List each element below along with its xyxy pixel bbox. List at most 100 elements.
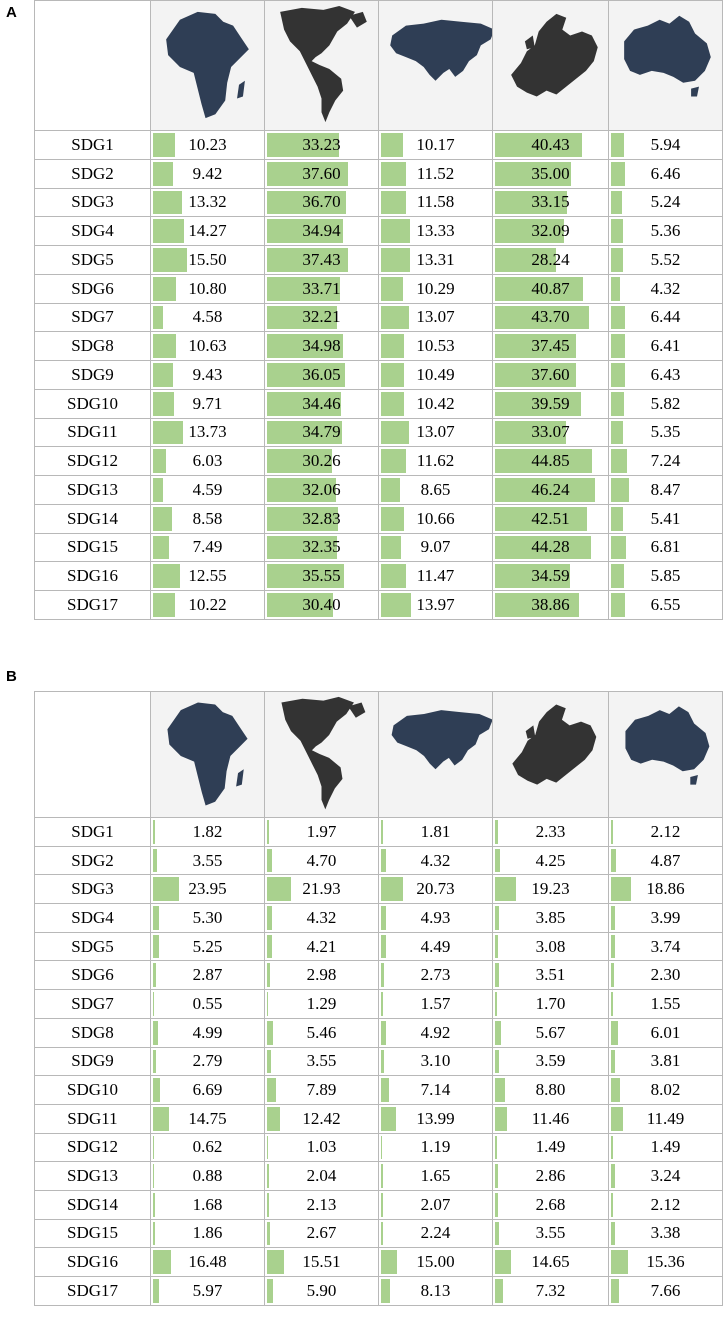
value-bar <box>495 363 577 387</box>
value-label: 4.21 <box>306 936 337 956</box>
value-label: 4.87 <box>650 850 681 870</box>
value-bar <box>495 1279 503 1303</box>
value-bar <box>611 391 624 416</box>
value-bar <box>495 1135 497 1160</box>
europe-map-icon <box>512 703 597 785</box>
value-label: 44.28 <box>531 537 570 557</box>
value-bar <box>495 276 584 301</box>
value-bar <box>611 1020 618 1045</box>
table-row: SDG10 6.69 7.89 7.14 8.80 8.02 <box>34 1075 723 1105</box>
value-cell: 15.36 <box>608 1247 723 1277</box>
row-label: SDG1 <box>34 130 151 160</box>
map-cell <box>608 691 723 818</box>
value-cell: 2.79 <box>150 1046 265 1077</box>
row-label: SDG3 <box>34 187 151 218</box>
value-bar <box>495 1020 502 1045</box>
value-label: 1.65 <box>420 1166 451 1186</box>
value-bar <box>381 564 406 588</box>
value-cell: 1.68 <box>150 1189 265 1220</box>
value-bar <box>381 848 386 873</box>
value-bar <box>267 564 344 588</box>
value-label: 2.30 <box>650 965 681 985</box>
value-label: 2.13 <box>306 1194 337 1214</box>
value-label: 3.24 <box>650 1166 681 1186</box>
value-bar <box>267 1250 284 1274</box>
value-bar <box>495 963 499 988</box>
value-cell: 4.49 <box>378 931 493 962</box>
value-bar <box>381 1135 383 1160</box>
value-bar <box>267 906 272 930</box>
value-label: 5.97 <box>192 1280 223 1300</box>
value-cell: 33.23 <box>264 130 379 160</box>
value-bar <box>267 820 270 844</box>
value-cell: 33.15 <box>492 187 609 218</box>
value-bar <box>495 535 591 560</box>
table-row: SDG17 5.97 5.90 8.13 7.32 7.66 <box>34 1276 723 1306</box>
value-cell: 13.99 <box>378 1103 493 1134</box>
value-cell: 10.29 <box>378 273 493 304</box>
value-label: 20.73 <box>416 879 455 899</box>
value-bar <box>611 478 630 502</box>
value-label: 34.98 <box>302 336 341 356</box>
value-cell: 13.07 <box>378 417 493 448</box>
value-label: 13.73 <box>188 422 227 442</box>
value-label: 37.45 <box>531 336 570 356</box>
value-label: 4.70 <box>306 850 337 870</box>
value-cell: 2.24 <box>378 1218 493 1249</box>
value-bar <box>153 478 163 502</box>
value-bar <box>611 992 613 1016</box>
value-label: 13.07 <box>416 307 455 327</box>
map-cell <box>264 691 379 818</box>
value-bar <box>153 1106 169 1131</box>
value-bar <box>381 248 410 272</box>
value-label: 10.29 <box>416 278 455 298</box>
value-bar <box>381 535 401 560</box>
value-label: 1.81 <box>420 821 451 841</box>
table-row: SDG11 13.73 34.79 13.07 33.07 5.35 <box>34 417 723 448</box>
row-label: SDG8 <box>34 331 151 361</box>
value-cell: 4.87 <box>608 845 723 876</box>
value-bar <box>495 334 576 358</box>
value-bar <box>611 420 623 445</box>
value-cell: 40.43 <box>492 130 609 160</box>
value-cell: 3.59 <box>492 1046 609 1077</box>
value-label: 5.46 <box>306 1022 337 1042</box>
value-cell: 5.97 <box>150 1276 265 1306</box>
value-cell: 8.47 <box>608 475 723 505</box>
value-cell: 6.43 <box>608 360 723 390</box>
value-bar <box>495 906 500 930</box>
value-bar <box>611 506 623 531</box>
value-cell: 1.81 <box>378 817 493 847</box>
value-cell: 4.93 <box>378 903 493 933</box>
value-bar <box>381 161 406 186</box>
value-bar <box>267 1192 270 1217</box>
value-label: 2.33 <box>535 821 566 841</box>
value-label: 14.75 <box>188 1108 227 1128</box>
africa-map-shape <box>166 11 249 118</box>
value-cell: 15.51 <box>264 1247 379 1277</box>
value-cell: 12.55 <box>150 561 265 591</box>
table-row: SDG2 3.55 4.70 4.32 4.25 4.87 <box>34 845 723 876</box>
value-cell: 1.19 <box>378 1132 493 1163</box>
table-row: SDG1 10.23 33.23 10.17 40.43 5.94 <box>34 130 723 160</box>
value-cell: 3.55 <box>264 1046 379 1077</box>
value-bar <box>381 1250 398 1274</box>
value-bar <box>381 363 404 387</box>
value-label: 3.55 <box>192 850 223 870</box>
value-cell: 2.12 <box>608 817 723 847</box>
value-cell: 3.55 <box>492 1218 609 1249</box>
americas-map-shape <box>281 696 366 809</box>
value-cell: 32.06 <box>264 475 379 505</box>
value-bar <box>267 535 337 560</box>
value-cell: 4.92 <box>378 1017 493 1048</box>
value-label: 8.02 <box>650 1080 681 1100</box>
value-bar <box>153 305 163 330</box>
value-bar <box>495 1049 499 1074</box>
value-bar <box>495 219 565 243</box>
value-label: 3.10 <box>420 1051 451 1071</box>
value-cell: 5.94 <box>608 130 723 160</box>
value-cell: 1.97 <box>264 817 379 847</box>
value-cell: 34.94 <box>264 216 379 246</box>
value-cell: 8.13 <box>378 1276 493 1306</box>
value-label: 7.32 <box>535 1280 566 1300</box>
